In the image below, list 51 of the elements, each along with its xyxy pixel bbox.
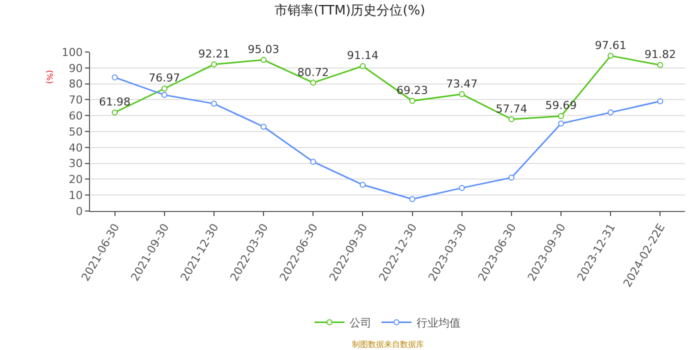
y-tick-label: 100 — [62, 46, 83, 59]
point — [210, 61, 217, 68]
chart-title: 市销率(TTM)历史分位(%) — [274, 2, 426, 18]
point — [360, 63, 366, 70]
point — [657, 62, 664, 68]
data-label: 92.21 — [198, 48, 230, 61]
data-label: 57.74 — [496, 102, 528, 116]
data-label: 91.14 — [346, 49, 378, 62]
data-label: 76.97 — [148, 72, 180, 85]
point — [161, 92, 168, 98]
point — [657, 98, 664, 104]
y-tick-label: 30 — [68, 157, 83, 170]
data-label: 95.03 — [248, 43, 280, 56]
data-label: 73.47 — [446, 77, 478, 90]
y-tick-label: 50 — [68, 125, 83, 138]
point — [260, 124, 267, 130]
point — [458, 184, 465, 191]
point — [608, 52, 614, 59]
point — [508, 116, 514, 122]
data-label: 91.82 — [644, 48, 676, 62]
point — [608, 109, 614, 116]
point — [112, 109, 118, 116]
point — [409, 196, 416, 202]
point — [360, 182, 366, 188]
point — [310, 158, 316, 165]
y-tick-label: 20 — [68, 173, 83, 186]
data-label: 69.23 — [396, 84, 428, 98]
point — [210, 100, 217, 107]
point — [508, 174, 514, 181]
point — [310, 80, 316, 86]
data-label: 61.98 — [99, 96, 131, 109]
legend-label: 公司 — [350, 316, 372, 330]
y-tick-label: 90 — [68, 62, 83, 75]
point — [260, 56, 267, 63]
y-tick-label: 10 — [68, 188, 83, 202]
point — [112, 74, 118, 80]
y-tick-label: 0 — [76, 204, 83, 218]
text: 制图数据来自数据库 — [352, 340, 424, 349]
y-axis-title: (%) — [44, 70, 54, 84]
point — [558, 120, 564, 127]
data-label: 80.72 — [297, 66, 329, 79]
y-tick-label: 60 — [68, 109, 83, 122]
point — [558, 113, 564, 120]
point — [161, 86, 168, 92]
point — [458, 91, 465, 98]
data-label: 97.61 — [594, 38, 626, 52]
y-tick-label: 40 — [68, 141, 83, 154]
y-tick-label: 70 — [68, 94, 83, 107]
point — [409, 98, 416, 104]
y-tick-label: 80 — [68, 78, 83, 91]
legend-label: 行业均值 — [416, 316, 460, 330]
